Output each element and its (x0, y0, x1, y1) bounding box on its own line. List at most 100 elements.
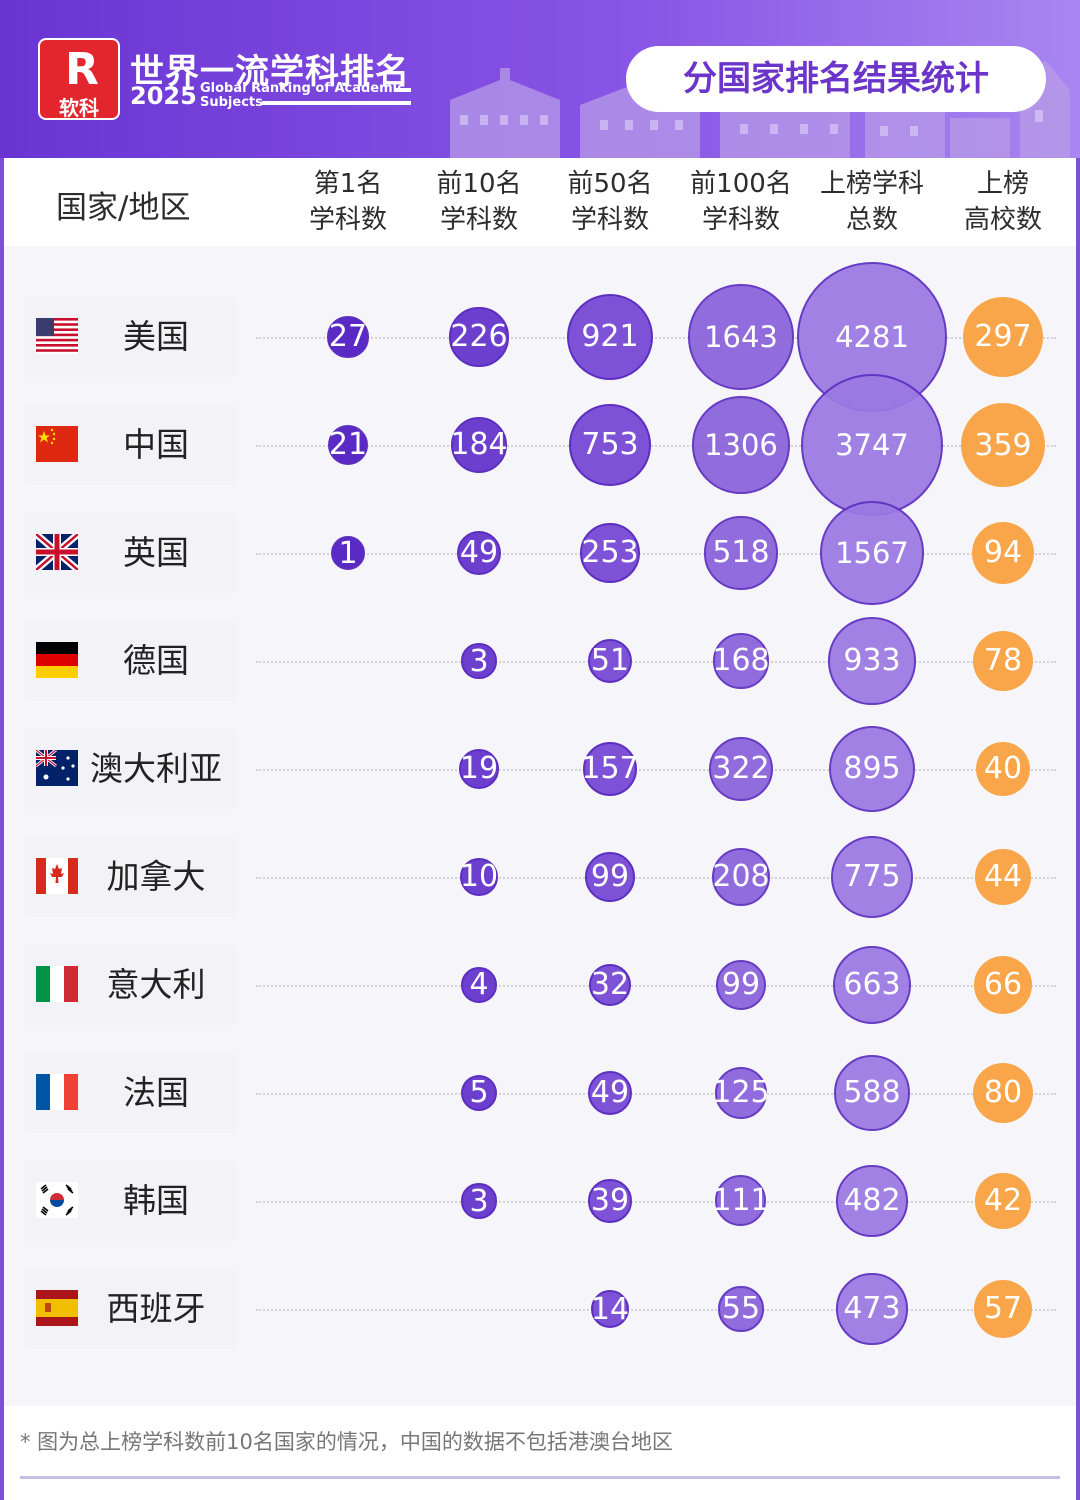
country-name: 德国 (123, 641, 189, 680)
bubble-value: 226 (450, 319, 508, 355)
de-flag-icon (36, 642, 78, 678)
bubble-value: 753 (581, 427, 639, 463)
bubble-univ: 57 (974, 1280, 1032, 1338)
bubble-value: 51 (590, 643, 630, 679)
column-header-top50: 前50名 学科数 (567, 169, 653, 235)
bubble-top100: 99 (716, 960, 766, 1010)
country-label: 意大利 (24, 945, 236, 1025)
row-guide-line (256, 985, 1056, 987)
bubble-value: 359 (974, 427, 1032, 463)
bubble-total: 1567 (820, 501, 924, 605)
bubble-top10: 226 (449, 307, 509, 367)
bubble-univ: 44 (975, 849, 1031, 905)
bubble-value: 4281 (835, 320, 909, 354)
bubble-top10: 19 (459, 749, 499, 789)
bubble-top50: 157 (581, 741, 639, 797)
bubble-value: 94 (983, 535, 1023, 571)
bubble-value: 1567 (835, 535, 909, 570)
column-header-universities: 上榜 高校数 (963, 169, 1042, 235)
bubble-value: 14 (590, 1291, 630, 1327)
bubble-total: 895 (829, 726, 915, 812)
bubble-value: 44 (983, 859, 1023, 895)
bubble-value: 10 (459, 859, 499, 895)
column-header-country: 国家/地区 (56, 190, 191, 226)
bubble-value: 473 (843, 1291, 901, 1327)
country-name: 英国 (123, 533, 189, 572)
bubble-value: 184 (450, 427, 508, 463)
country-label: 加拿大 (24, 837, 236, 917)
row-guide-line (256, 553, 1056, 555)
bubble-value: 1 (338, 535, 358, 571)
bubble-value: 49 (459, 535, 499, 571)
bubble-value: 78 (983, 643, 1023, 679)
brand-english-name: Global Ranking of Academic Subjects (200, 81, 405, 110)
bubble-value: 19 (459, 751, 499, 787)
country-name: 澳大利亚 (90, 749, 222, 788)
bubble-top100: 55 (718, 1286, 764, 1332)
bubble-rank1: 27 (327, 316, 369, 358)
country-label: 澳大利亚 (24, 729, 236, 809)
bubble-value: 322 (712, 751, 770, 787)
country-label: 韩国 (24, 1161, 236, 1241)
bubble-value: 3747 (835, 427, 909, 462)
bubble-univ: 42 (975, 1173, 1031, 1229)
bubble-top50: 921 (566, 293, 654, 381)
bubble-value: 588 (843, 1075, 901, 1111)
bubble-value: 39 (590, 1183, 630, 1219)
bubble-value: 208 (712, 859, 770, 895)
row-guide-line (256, 445, 1056, 447)
bubble-value: 1643 (704, 319, 778, 354)
bubble-value: 55 (721, 1291, 761, 1327)
bubble-top10: 3 (461, 1183, 497, 1219)
country-name: 美国 (123, 317, 189, 356)
bubble-value: 5 (469, 1075, 489, 1111)
country-name: 意大利 (106, 965, 206, 1004)
cn-flag-icon (36, 426, 78, 462)
bubble-univ: 359 (961, 403, 1045, 487)
bubble-value: 21 (328, 427, 368, 463)
bubble-value: 40 (983, 751, 1023, 787)
brand-underline-long (262, 101, 411, 105)
bubble-total: 775 (830, 835, 914, 919)
footnote: * 图为总上榜学科数前10名国家的情况，中国的数据不包括港澳台地区 (20, 1430, 673, 1454)
brand-year: 2025 (130, 82, 197, 110)
bubble-total: 482 (836, 1165, 908, 1237)
page-title: 分国家排名结果统计 (626, 46, 1046, 112)
bubble-value: 32 (590, 967, 630, 1003)
bubble-value: 111 (712, 1183, 770, 1219)
shanghairanking-logo: R 软科 (38, 38, 120, 120)
bubble-value: 49 (590, 1075, 630, 1111)
bubble-value: 80 (983, 1075, 1023, 1111)
us-flag-icon (36, 318, 78, 354)
bubble-top100: 1643 (688, 284, 794, 390)
bubble-total: 663 (832, 945, 912, 1025)
bubble-value: 27 (328, 319, 368, 355)
bubble-value: 168 (712, 643, 770, 679)
es-flag-icon (36, 1290, 78, 1326)
bubble-total: 473 (836, 1273, 908, 1345)
column-header-top100: 前100名 学科数 (690, 169, 792, 235)
brand-underline-short (395, 88, 411, 92)
column-header-top10: 前10名 学科数 (436, 169, 522, 235)
row-guide-line (256, 877, 1056, 879)
bubble-top100: 322 (708, 736, 774, 802)
bubble-value: 42 (983, 1183, 1023, 1219)
bubble-value: 99 (590, 859, 630, 895)
row-guide-line (256, 1309, 1056, 1311)
logo-glyph: R (65, 44, 99, 95)
bubble-value: 3 (469, 643, 489, 679)
bubble-value: 482 (843, 1183, 901, 1219)
table-header (4, 158, 1076, 246)
bubble-value: 895 (843, 751, 901, 787)
country-label: 德国 (24, 621, 236, 701)
kr-flag-icon (36, 1182, 78, 1218)
bubble-top10: 4 (461, 967, 497, 1003)
column-header-total: 上榜学科 总数 (819, 169, 924, 235)
bubble-univ: 78 (972, 630, 1034, 692)
row-guide-line (256, 661, 1056, 663)
bubble-total: 588 (834, 1055, 910, 1131)
bubble-value: 157 (581, 751, 639, 787)
bubble-rank1: 1 (331, 535, 365, 571)
bubble-value: 253 (581, 535, 639, 571)
country-label: 法国 (24, 1053, 236, 1133)
